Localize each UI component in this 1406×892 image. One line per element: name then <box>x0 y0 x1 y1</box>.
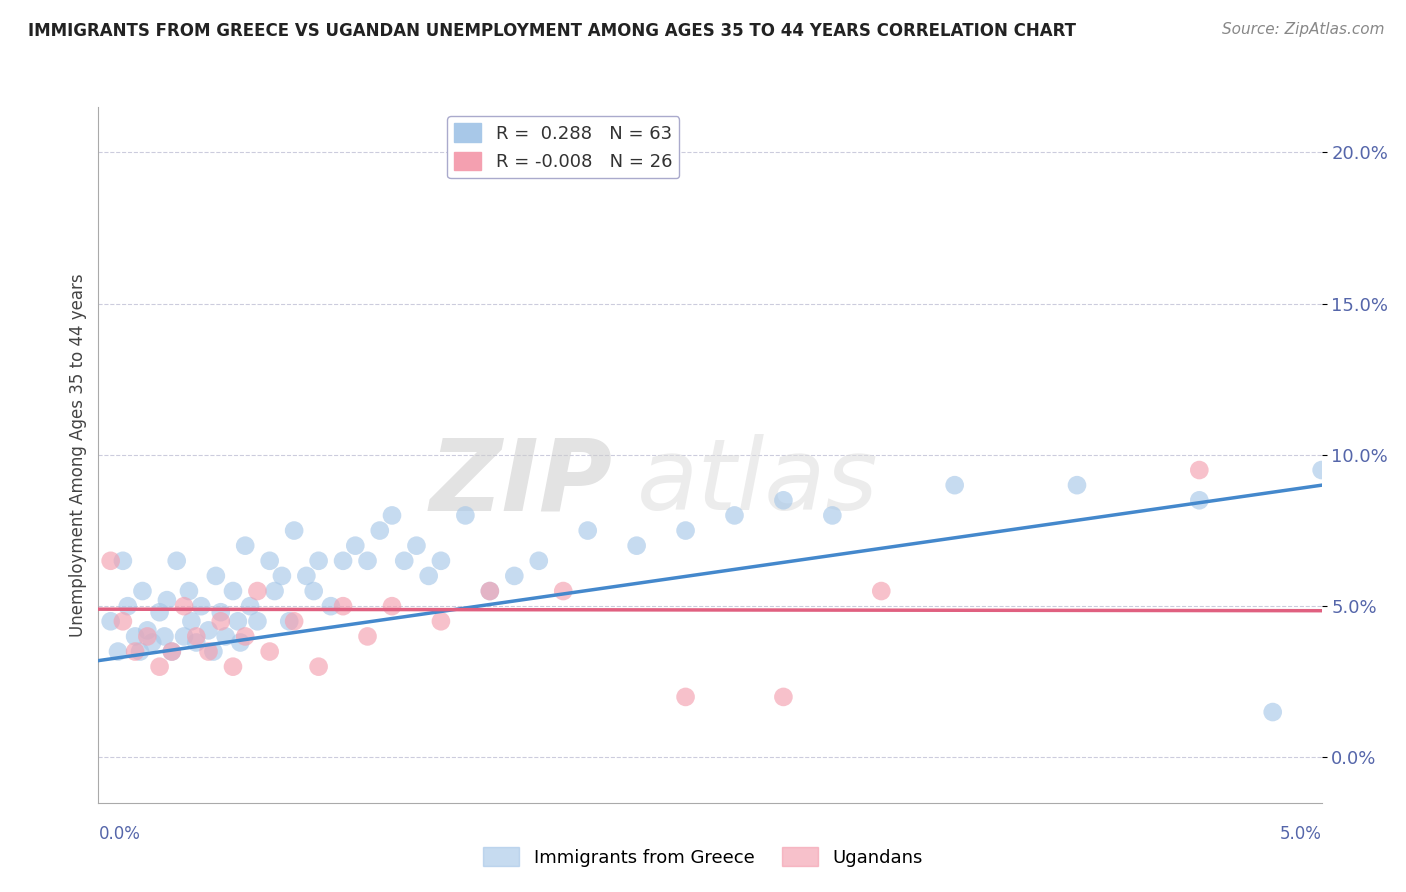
Point <box>246 584 269 599</box>
Point <box>239 599 262 614</box>
Legend: Immigrants from Greece, Ugandans: Immigrants from Greece, Ugandans <box>477 840 929 874</box>
Point <box>129 644 152 658</box>
Point <box>136 629 159 643</box>
Point <box>527 554 550 568</box>
Point <box>190 599 212 614</box>
Point <box>626 539 648 553</box>
Point <box>100 554 122 568</box>
Point <box>723 508 745 523</box>
Point <box>233 629 256 643</box>
Point <box>381 599 404 614</box>
Point <box>943 478 966 492</box>
Point <box>205 569 228 583</box>
Point <box>197 644 219 658</box>
Point <box>222 659 245 673</box>
Point <box>821 508 844 523</box>
Point <box>149 605 172 619</box>
Point <box>430 615 453 629</box>
Point <box>173 599 195 614</box>
Point <box>173 629 195 643</box>
Point <box>156 593 179 607</box>
Point <box>259 644 281 658</box>
Point <box>675 524 697 538</box>
Point <box>153 629 176 643</box>
Point <box>131 584 153 599</box>
Point <box>478 584 501 599</box>
Point <box>576 524 599 538</box>
Point <box>149 659 172 673</box>
Point <box>1188 493 1211 508</box>
Point <box>368 524 391 538</box>
Point <box>177 584 200 599</box>
Text: 0.0%: 0.0% <box>98 825 141 843</box>
Point <box>202 644 225 658</box>
Point <box>332 554 354 568</box>
Point <box>186 635 208 649</box>
Point <box>503 569 526 583</box>
Point <box>675 690 697 704</box>
Point <box>772 493 794 508</box>
Point <box>283 615 305 629</box>
Point <box>263 584 285 599</box>
Point <box>344 539 367 553</box>
Point <box>278 615 301 629</box>
Point <box>259 554 281 568</box>
Point <box>772 690 794 704</box>
Text: ZIP: ZIP <box>429 434 612 532</box>
Point <box>160 644 183 658</box>
Point <box>308 554 330 568</box>
Point <box>100 615 122 629</box>
Point <box>381 508 404 523</box>
Point <box>229 635 252 649</box>
Point <box>1066 478 1088 492</box>
Point <box>136 624 159 638</box>
Point <box>141 635 163 649</box>
Point <box>356 554 378 568</box>
Point <box>430 554 453 568</box>
Point <box>295 569 318 583</box>
Legend: R =  0.288   N = 63, R = -0.008   N = 26: R = 0.288 N = 63, R = -0.008 N = 26 <box>447 116 679 178</box>
Point <box>308 659 330 673</box>
Point <box>332 599 354 614</box>
Point <box>214 629 236 643</box>
Point <box>392 554 416 568</box>
Point <box>186 629 208 643</box>
Point <box>283 524 305 538</box>
Text: atlas: atlas <box>637 434 879 532</box>
Point <box>107 644 129 658</box>
Point <box>302 584 325 599</box>
Point <box>160 644 183 658</box>
Point <box>111 554 134 568</box>
Point <box>226 615 249 629</box>
Point <box>418 569 440 583</box>
Point <box>1310 463 1333 477</box>
Point <box>553 584 575 599</box>
Point <box>870 584 893 599</box>
Point <box>319 599 342 614</box>
Y-axis label: Unemployment Among Ages 35 to 44 years: Unemployment Among Ages 35 to 44 years <box>69 273 87 637</box>
Point <box>454 508 477 523</box>
Point <box>1188 463 1211 477</box>
Point <box>222 584 245 599</box>
Text: Source: ZipAtlas.com: Source: ZipAtlas.com <box>1222 22 1385 37</box>
Point <box>209 615 232 629</box>
Point <box>246 615 269 629</box>
Point <box>233 539 256 553</box>
Point <box>1261 705 1284 719</box>
Point <box>405 539 427 553</box>
Point <box>270 569 294 583</box>
Point <box>124 644 146 658</box>
Point <box>111 615 134 629</box>
Point <box>209 605 232 619</box>
Point <box>117 599 139 614</box>
Point <box>356 629 378 643</box>
Point <box>124 629 146 643</box>
Point <box>478 584 501 599</box>
Text: 5.0%: 5.0% <box>1279 825 1322 843</box>
Point <box>166 554 188 568</box>
Point <box>197 624 219 638</box>
Text: IMMIGRANTS FROM GREECE VS UGANDAN UNEMPLOYMENT AMONG AGES 35 TO 44 YEARS CORRELA: IMMIGRANTS FROM GREECE VS UGANDAN UNEMPL… <box>28 22 1076 40</box>
Point <box>180 615 202 629</box>
